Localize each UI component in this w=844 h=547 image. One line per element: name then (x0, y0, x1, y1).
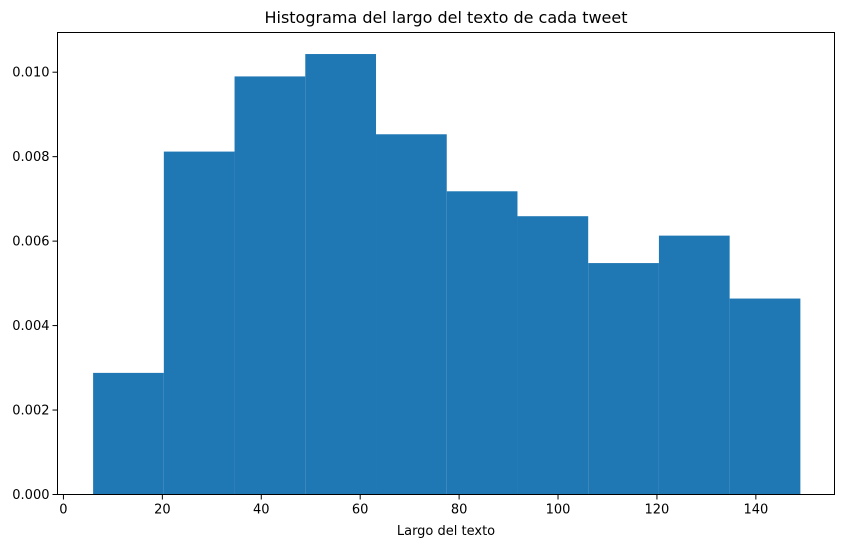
x-tick-label: 40 (253, 503, 270, 518)
x-axis-ticks: 0 20 40 60 80 100 120 140 (59, 494, 768, 518)
histogram-bar (305, 54, 377, 495)
y-tick-label: 0.000 (12, 488, 49, 503)
x-tick-label: 80 (451, 503, 468, 518)
y-tick-label: 0.006 (12, 235, 49, 250)
x-tick-label: 140 (743, 503, 768, 518)
histogram-bar (93, 372, 164, 495)
histogram-bar (729, 298, 801, 495)
histogram-bar (658, 235, 730, 495)
y-tick-label: 0.004 (12, 319, 49, 334)
histogram-bar (588, 263, 659, 495)
x-tick-label: 0 (59, 503, 67, 518)
x-tick-label: 20 (154, 503, 171, 518)
x-tick-label: 100 (546, 503, 571, 518)
x-axis-label: Largo del texto (397, 524, 495, 539)
y-tick-label: 0.002 (12, 404, 49, 419)
bars-group (93, 54, 801, 495)
x-tick-label: 60 (352, 503, 369, 518)
x-tick-label: 120 (645, 503, 670, 518)
y-tick-label: 0.010 (12, 66, 49, 81)
histogram-bar (234, 76, 306, 495)
histogram-bar (446, 191, 518, 495)
y-axis-ticks: 0.000 0.002 0.004 0.006 0.008 0.010 (12, 66, 58, 503)
histogram-bar (163, 151, 235, 495)
y-tick-label: 0.008 (12, 150, 49, 165)
plot-frame (57, 32, 835, 495)
histogram-bar (517, 216, 589, 495)
histogram-bar (376, 134, 447, 495)
chart-title: Histograma del largo del texto de cada t… (264, 8, 627, 27)
